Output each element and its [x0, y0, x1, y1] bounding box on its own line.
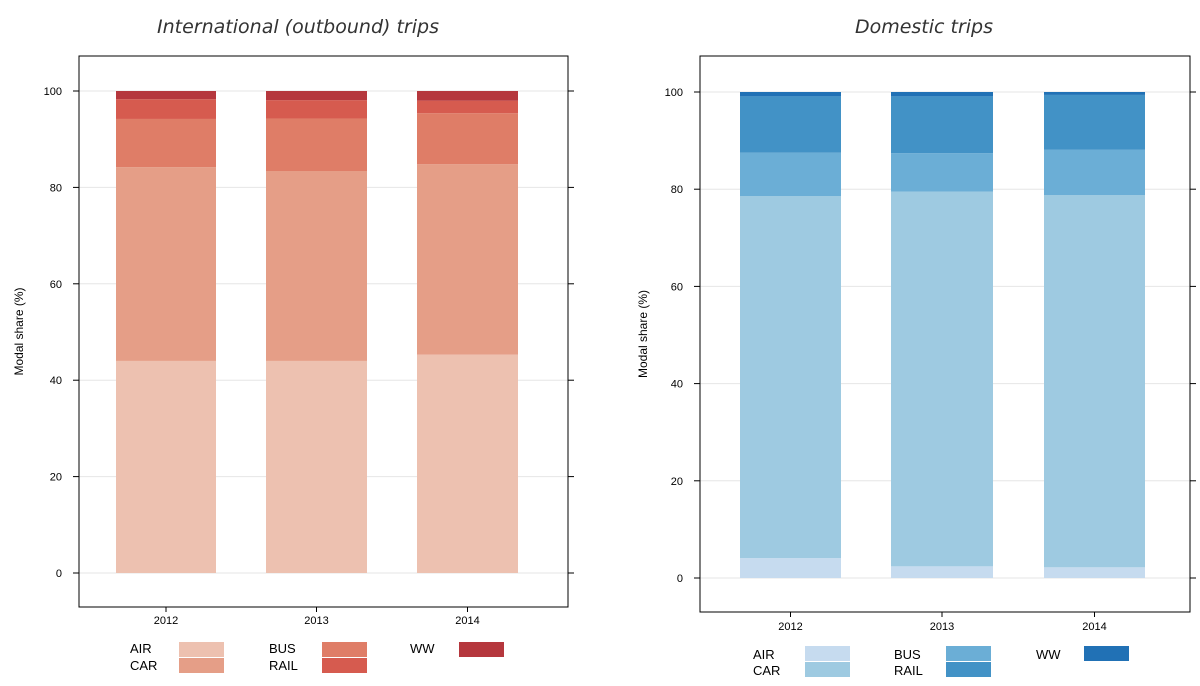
legend-label-air: AIR: [753, 647, 775, 662]
x-tick-label: 2014: [455, 615, 479, 627]
legend-label-car: CAR: [753, 663, 780, 678]
y-tick-label: 100: [665, 87, 683, 99]
bar-segment-car-2012: [740, 196, 841, 559]
y-tick-label: 40: [50, 375, 62, 387]
legend-swatch-ww: [1084, 646, 1129, 661]
bar-segment-rail-2013: [266, 100, 367, 119]
bar-segment-bus-2014: [1044, 149, 1145, 196]
y-tick-label: 60: [671, 281, 683, 293]
legend-swatch-air: [179, 642, 224, 657]
y-tick-label: 80: [671, 184, 683, 196]
bar-segment-air-2014: [1044, 567, 1145, 578]
legend-swatch-bus: [322, 642, 367, 657]
y-tick-label: 40: [671, 379, 683, 391]
bar-segment-bus-2013: [891, 153, 993, 192]
legend-swatch-car: [805, 662, 850, 677]
bar-segment-ww-2013: [266, 91, 367, 101]
bar-segment-ww-2012: [116, 91, 216, 100]
y-tick-label: 0: [56, 568, 62, 580]
legend-label-bus: BUS: [894, 647, 921, 662]
x-tick-label: 2012: [154, 615, 178, 627]
bar-segment-bus-2013: [266, 118, 367, 172]
bar-segment-rail-2012: [116, 99, 216, 119]
bar-segment-car-2014: [1044, 195, 1145, 568]
y-tick-label: 20: [50, 472, 62, 484]
bar-segment-ww-2012: [740, 92, 841, 97]
chart-title: Domestic trips: [855, 16, 993, 38]
plot-frame: [699, 55, 1191, 613]
legend-label-rail: RAIL: [894, 663, 923, 678]
y-tick-label: 100: [44, 86, 62, 98]
bar-segment-air-2014: [417, 354, 518, 573]
legend-swatch-rail: [946, 662, 991, 677]
x-tick-label: 2014: [1082, 621, 1106, 633]
legend-label-bus: BUS: [269, 641, 296, 656]
bar-segment-car-2013: [891, 191, 993, 567]
bar-segment-car-2014: [417, 164, 518, 355]
legend-label-rail: RAIL: [269, 658, 298, 673]
legend-swatch-bus: [946, 646, 991, 661]
chart-title: International (outbound) trips: [157, 16, 439, 38]
y-tick-label: 60: [50, 279, 62, 291]
legend-swatch-ww: [459, 642, 504, 657]
y-axis-label: Modal share (%): [12, 287, 26, 375]
bar-segment-ww-2013: [891, 92, 993, 97]
y-tick-label: 20: [671, 476, 683, 488]
bar-segment-ww-2014: [1044, 92, 1145, 95]
legend-label-air: AIR: [130, 641, 152, 656]
legend-label-ww: WW: [410, 641, 435, 656]
y-axis-label: Modal share (%): [636, 290, 650, 378]
bar-segment-ww-2014: [417, 91, 518, 101]
legend-swatch-car: [179, 658, 224, 673]
international-trips-panel: International (outbound) trips 0 20 40 60 80 1…: [12, 16, 574, 673]
y-tick-label: 80: [50, 182, 62, 194]
bar-segment-bus-2012: [740, 152, 841, 197]
x-tick-label: 2012: [778, 621, 802, 633]
plot-frame: [78, 55, 569, 608]
domestic-trips-panel: Domestic trips 0 20 40 60 80 100 2012 2013 2014 Mo…: [636, 16, 1196, 678]
bar-segment-rail-2012: [740, 96, 841, 153]
legend: AIR CAR BUS RAIL WW: [130, 641, 504, 673]
legend-swatch-rail: [322, 658, 367, 673]
y-tick-label: 0: [677, 573, 683, 585]
bar-segment-car-2013: [266, 171, 367, 361]
x-tick-label: 2013: [930, 621, 954, 633]
legend-label-ww: WW: [1036, 647, 1061, 662]
bar-segment-bus-2014: [417, 113, 518, 165]
bar-segment-air-2012: [116, 360, 216, 573]
bar-segment-rail-2014: [417, 100, 518, 114]
legend-label-car: CAR: [130, 658, 157, 673]
x-tick-label: 2013: [304, 615, 328, 627]
bar-segment-rail-2013: [891, 96, 993, 154]
bar-segment-bus-2012: [116, 118, 216, 168]
bar-segment-rail-2014: [1044, 94, 1145, 150]
bar-segment-car-2012: [116, 167, 216, 361]
legend-swatch-air: [805, 646, 850, 661]
bar-segment-air-2013: [266, 360, 367, 573]
bar-segment-air-2012: [740, 558, 841, 578]
bar-segment-air-2013: [891, 566, 993, 578]
